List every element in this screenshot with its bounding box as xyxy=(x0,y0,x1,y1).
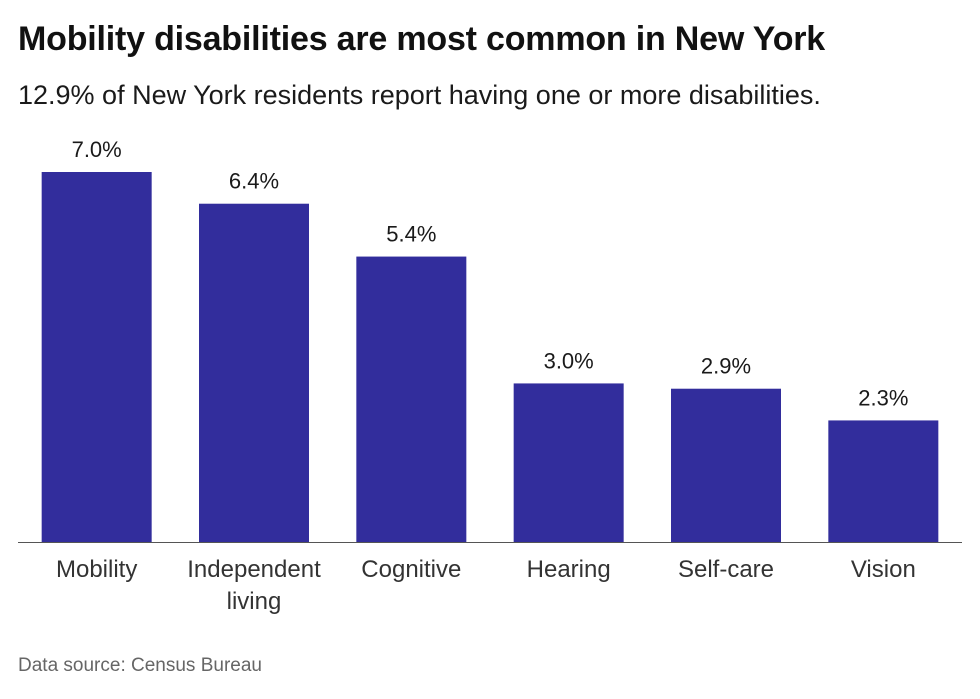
value-label: 2.9% xyxy=(701,354,751,379)
value-label: 2.3% xyxy=(858,385,908,410)
category-label-line: Self-care xyxy=(678,556,774,583)
value-label: 3.0% xyxy=(544,348,594,373)
value-label: 6.4% xyxy=(229,169,279,194)
bar-chart: 7.0% 6.4% 5.4% 3.0% 2.9% 2.3% Mobility Indepen… xyxy=(18,137,962,615)
category-label-line: Mobility xyxy=(56,556,137,583)
category-label: Vision xyxy=(851,556,916,583)
data-source-note: Data source: Census Bureau xyxy=(18,655,262,676)
category-label: Hearing xyxy=(527,556,611,583)
bar-cognitive xyxy=(356,256,467,542)
category-label: Independent living xyxy=(187,556,321,615)
bar-mobility xyxy=(41,172,152,542)
category-label-line: living xyxy=(227,588,282,615)
bar-hearing xyxy=(513,383,624,542)
value-label: 5.4% xyxy=(386,222,436,247)
bars-group xyxy=(41,172,939,542)
category-label: Mobility xyxy=(56,556,137,583)
chart-title: Mobility disabilities are most common in… xyxy=(18,20,826,58)
category-label-line: Vision xyxy=(851,556,916,583)
value-labels-group: 7.0% 6.4% 5.4% 3.0% 2.9% 2.3% xyxy=(72,137,909,410)
bar-vision xyxy=(828,420,939,542)
value-label: 7.0% xyxy=(72,137,122,162)
category-labels-group: Mobility Independent living Cognitive Hearin… xyxy=(56,556,916,615)
category-label: Self-care xyxy=(678,556,774,583)
chart-subtitle: 12.9% of New York residents report havin… xyxy=(18,80,821,110)
category-label-line: Cognitive xyxy=(361,556,461,583)
category-label: Cognitive xyxy=(361,556,461,583)
category-label-line: Hearing xyxy=(527,556,611,583)
bar-independent-living xyxy=(199,203,309,542)
bar-self-care xyxy=(671,388,781,542)
category-label-line: Independent xyxy=(187,556,321,583)
